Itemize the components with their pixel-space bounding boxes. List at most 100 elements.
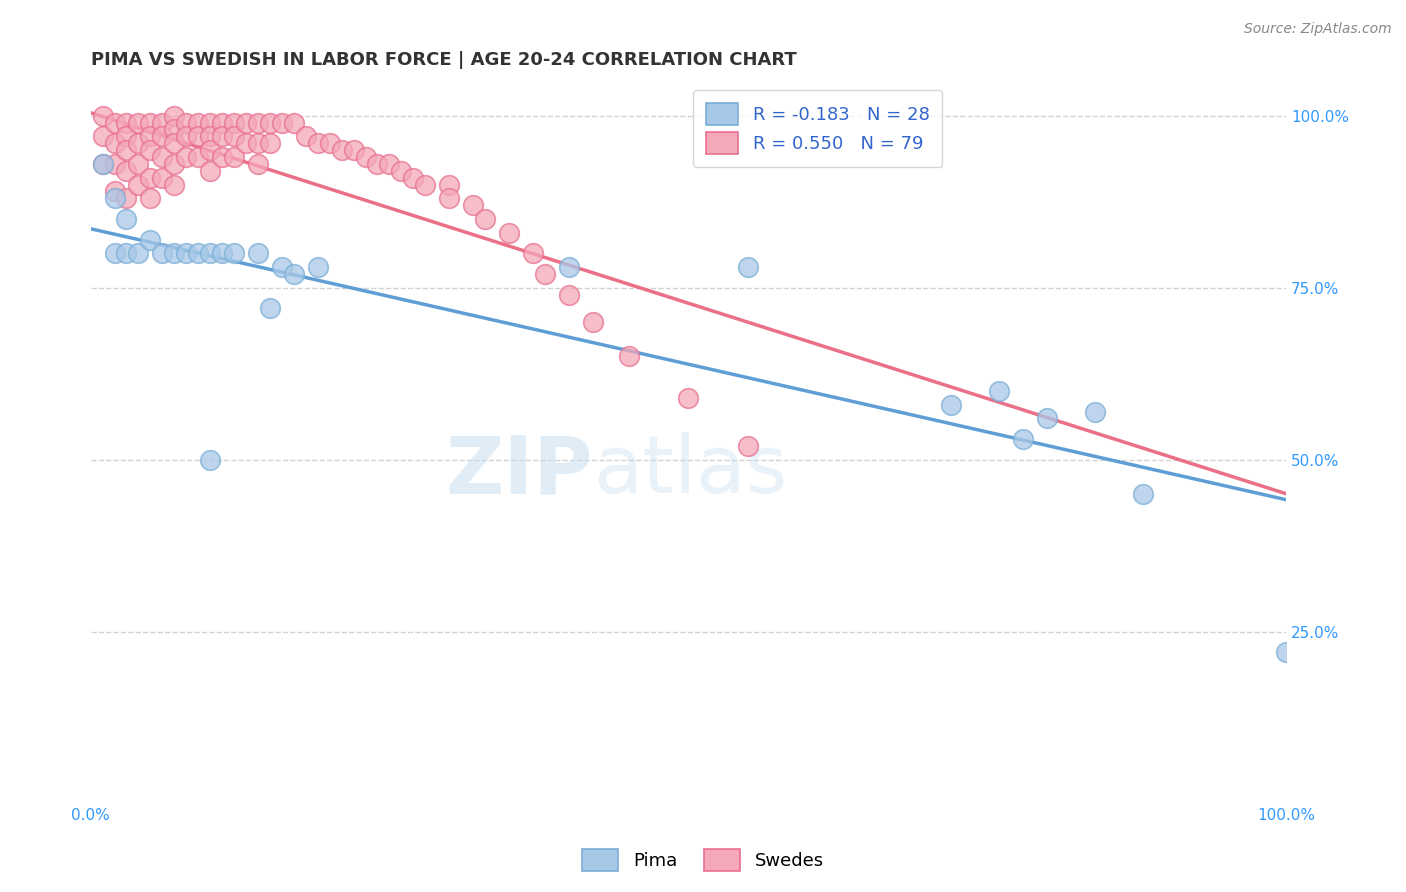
Point [222, 150, 245, 164]
Point [617, 350, 640, 364]
Point [534, 267, 557, 281]
Point [1275, 645, 1298, 659]
Point [91, 157, 114, 171]
Text: atlas: atlas [593, 433, 787, 510]
Point [259, 301, 281, 316]
Point [366, 157, 388, 171]
Point [198, 143, 221, 157]
Point [127, 178, 149, 192]
Point [235, 115, 257, 129]
Point [283, 115, 305, 129]
Point [283, 267, 305, 281]
Point [211, 129, 233, 144]
Point [222, 129, 245, 144]
Point [139, 115, 162, 129]
Point [150, 115, 173, 129]
Point [139, 143, 162, 157]
Point [582, 315, 605, 329]
Point [211, 150, 233, 164]
Point [103, 246, 125, 260]
Point [127, 115, 149, 129]
Point [413, 178, 436, 192]
Point [941, 398, 963, 412]
Legend: R = -0.183   N = 28, R = 0.550   N = 79: R = -0.183 N = 28, R = 0.550 N = 79 [693, 90, 942, 167]
Point [294, 129, 316, 144]
Point [474, 211, 496, 226]
Point [270, 260, 292, 274]
Point [522, 246, 544, 260]
Point [127, 136, 149, 151]
Point [498, 226, 520, 240]
Point [1036, 411, 1059, 425]
Point [389, 163, 412, 178]
Point [246, 246, 269, 260]
Point [103, 136, 125, 151]
Text: Source: ZipAtlas.com: Source: ZipAtlas.com [1244, 22, 1392, 37]
Point [211, 246, 233, 260]
Point [163, 178, 186, 192]
Point [246, 136, 269, 151]
Point [222, 115, 245, 129]
Point [163, 122, 186, 136]
Point [259, 136, 281, 151]
Point [91, 129, 114, 144]
Point [139, 191, 162, 205]
Point [174, 150, 197, 164]
Point [139, 233, 162, 247]
Point [127, 246, 149, 260]
Point [150, 129, 173, 144]
Point [307, 260, 329, 274]
Point [187, 150, 209, 164]
Point [103, 115, 125, 129]
Point [115, 129, 138, 144]
Point [150, 150, 173, 164]
Point [187, 246, 209, 260]
Point [139, 170, 162, 185]
Point [259, 115, 281, 129]
Point [246, 115, 269, 129]
Point [439, 178, 461, 192]
Point [307, 136, 329, 151]
Point [163, 157, 186, 171]
Point [1132, 487, 1154, 501]
Point [439, 191, 461, 205]
Legend: Pima, Swedes: Pima, Swedes [575, 842, 831, 879]
Point [558, 287, 581, 301]
Point [330, 143, 353, 157]
Point [103, 185, 125, 199]
Point [115, 143, 138, 157]
Point [318, 136, 340, 151]
Point [163, 246, 186, 260]
Point [150, 170, 173, 185]
Point [270, 115, 292, 129]
Point [174, 115, 197, 129]
Point [246, 157, 269, 171]
Point [163, 136, 186, 151]
Point [115, 191, 138, 205]
Point [222, 246, 245, 260]
Point [198, 129, 221, 144]
Point [354, 150, 377, 164]
Point [115, 115, 138, 129]
Point [198, 115, 221, 129]
Point [198, 163, 221, 178]
Point [198, 246, 221, 260]
Point [91, 157, 114, 171]
Point [91, 109, 114, 123]
Point [1012, 432, 1035, 446]
Point [235, 136, 257, 151]
Point [463, 198, 485, 212]
Point [187, 115, 209, 129]
Point [1084, 404, 1107, 418]
Point [163, 109, 186, 123]
Point [378, 157, 401, 171]
Point [115, 163, 138, 178]
Point [737, 439, 759, 453]
Point [115, 211, 138, 226]
Point [737, 260, 759, 274]
Point [150, 246, 173, 260]
Point [139, 129, 162, 144]
Point [127, 157, 149, 171]
Point [988, 384, 1011, 398]
Text: PIMA VS SWEDISH IN LABOR FORCE | AGE 20-24 CORRELATION CHART: PIMA VS SWEDISH IN LABOR FORCE | AGE 20-… [90, 51, 796, 69]
